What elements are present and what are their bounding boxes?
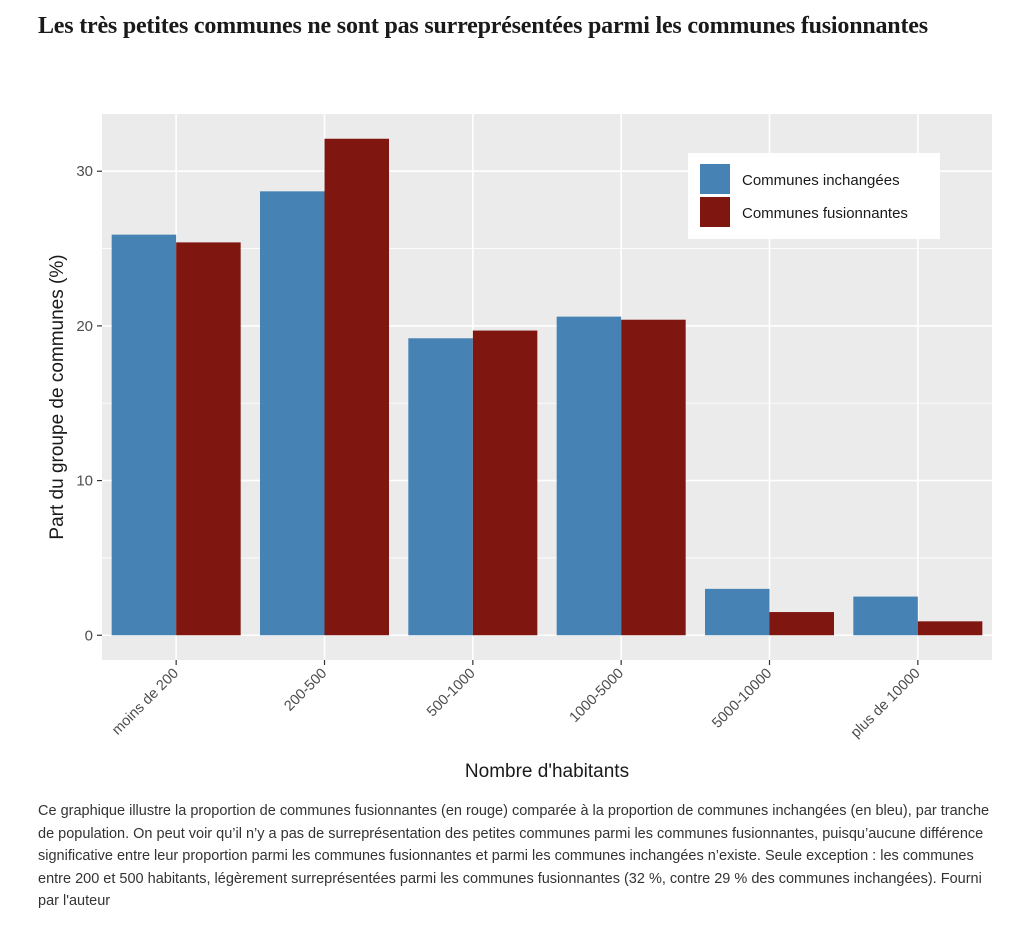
bar-fusionnantes (917, 621, 983, 636)
chart-caption: Ce graphique illustre la proportion de c… (38, 800, 998, 913)
bar-inchangees (705, 588, 770, 636)
y-axis: 0 10 20 30 (76, 163, 102, 644)
bar-inchangees (408, 338, 473, 636)
minor-gridlines (102, 248, 992, 559)
y-tick-label: 30 (76, 163, 93, 180)
bar-fusionnantes (621, 319, 686, 636)
bar-inchangees (853, 596, 918, 636)
chart-title: Les très petites communes ne sont pas su… (38, 13, 928, 39)
legend-label: Communes fusionnantes (742, 205, 908, 222)
bar-inchangees (111, 234, 177, 636)
y-axis-label: Part du groupe de communes (%) (47, 254, 68, 539)
legend: Communes inchangées Communes fusionnantes (688, 153, 940, 239)
bar-chart: 0 10 20 30 moins de 200 200-500 500-1000 1000-… (47, 114, 992, 782)
x-tick-label: plus de 10000 (848, 666, 924, 742)
legend-key-fusionnantes (700, 197, 730, 227)
bar-inchangees (556, 316, 622, 636)
x-tick-label: 5000-10000 (709, 666, 775, 732)
x-tick-label: 500-1000 (424, 666, 479, 721)
x-tick-label: 1000-5000 (567, 666, 627, 726)
bar-fusionnantes (176, 242, 241, 636)
bar-inchangees (260, 191, 325, 636)
credit-text: Fourni par l'auteur (38, 870, 982, 910)
bar-fusionnantes (769, 612, 834, 636)
y-tick-label: 0 (85, 627, 93, 644)
legend-label: Communes inchangées (742, 172, 900, 189)
y-tick-label: 10 (76, 473, 93, 490)
bar-fusionnantes (324, 138, 389, 636)
x-axis-label: Nombre d'habitants (465, 761, 629, 782)
caption-text: Ce graphique illustre la proportion de c… (38, 803, 990, 887)
bars (111, 138, 983, 636)
x-tick-label: 200-500 (281, 666, 330, 715)
y-tick-label: 20 (76, 318, 93, 335)
x-tick-label: moins de 200 (109, 666, 182, 739)
bar-fusionnantes (472, 330, 538, 636)
legend-key-inchangees (700, 164, 730, 194)
x-axis: moins de 200 200-500 500-1000 1000-5000 5000… (109, 660, 924, 741)
